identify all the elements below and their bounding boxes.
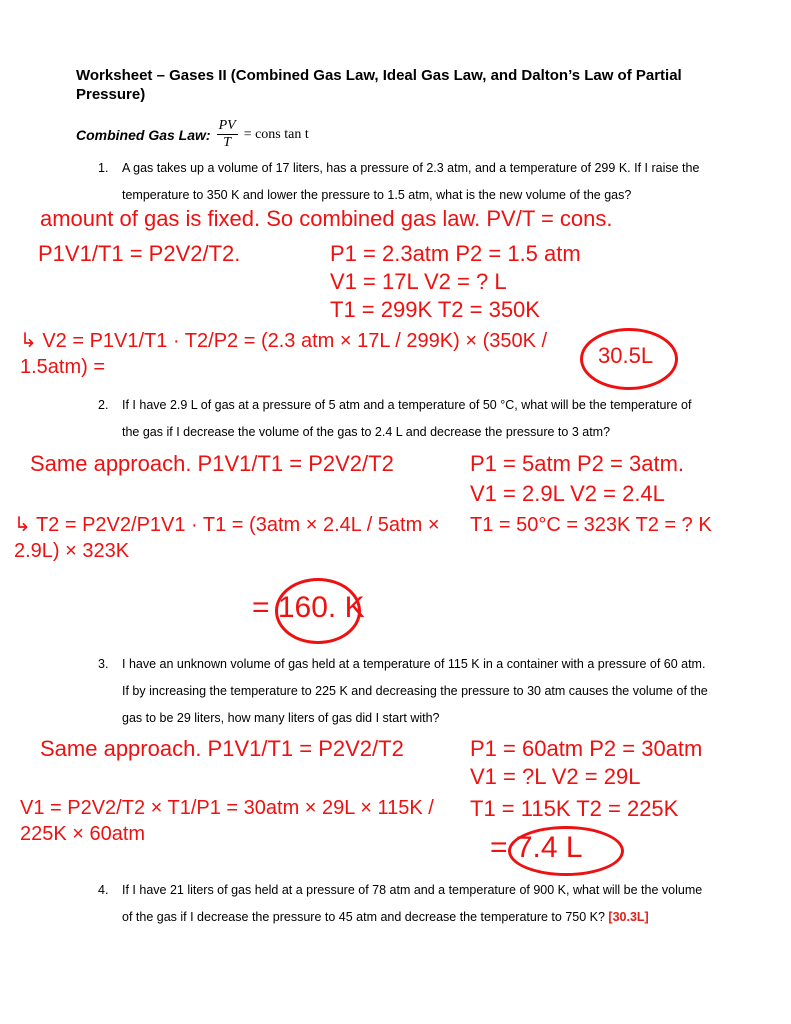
hw-q1-pressures: P1 = 2.3atm P2 = 1.5 atm	[330, 241, 581, 266]
hw-q1-calc: ↳ V2 = P1V1/T1 · T2/P2 = (2.3 atm × 17L …	[20, 330, 548, 378]
question-4: 4. If I have 21 liters of gas held at a …	[98, 877, 708, 931]
hw-q3-volumes: V1 = ?L V2 = 29L	[470, 764, 641, 789]
hw-q2-volumes: V1 = 2.9L V2 = 2.4L	[470, 481, 665, 506]
hw-q2-pressures: P1 = 5atm P2 = 3atm.	[470, 451, 685, 476]
question-number: 4.	[98, 883, 109, 897]
answer-key: [30.3L]	[608, 910, 649, 924]
formula-rhs: = cons tan t	[243, 126, 309, 142]
question-text: If I have 2.9 L of gas at a pressure of …	[122, 398, 692, 439]
question-number: 3.	[98, 657, 109, 671]
hw-q3-result-circle	[508, 826, 624, 876]
formula-denominator: T	[223, 135, 232, 150]
question-1: 1. A gas takes up a volume of 17 liters,…	[98, 155, 708, 209]
hw-q2-line1: Same approach. P1V1/T1 = P2V2/T2	[30, 451, 394, 476]
hw-q3-calc: V1 = P2V2/T2 × T1/P1 = 30atm × 29L × 115…	[20, 797, 434, 845]
combined-gas-law-formula: Combined Gas Law: PV T = cons tan t	[76, 118, 309, 151]
question-text-body: If I have 21 liters of gas held at a pre…	[122, 883, 703, 924]
hw-q3-temps: T1 = 115K T2 = 225K	[470, 796, 679, 821]
hw-q1-law: P1V1/T1 = P2V2/T2.	[38, 241, 241, 266]
hw-q2-calc: ↳ T2 = P2V2/P1V1 · T1 = (3atm × 2.4L / 5…	[14, 514, 440, 562]
hw-q2-temps: T1 = 50°C = 323K T2 = ? K	[470, 514, 712, 536]
worksheet-title: Worksheet – Gases II (Combined Gas Law, …	[76, 67, 682, 103]
hw-q1-volumes: V1 = 17L V2 = ? L	[330, 269, 507, 294]
question-text: I have an unknown volume of gas held at …	[122, 657, 708, 725]
question-number: 1.	[98, 161, 109, 175]
question-2: 2. If I have 2.9 L of gas at a pressure …	[98, 392, 708, 446]
question-number: 2.	[98, 398, 109, 412]
question-3: 3. I have an unknown volume of gas held …	[98, 651, 708, 732]
formula-fraction: PV T	[216, 118, 238, 151]
hw-q1-temps: T1 = 299K T2 = 350K	[330, 297, 540, 322]
hw-q2-result-circle	[275, 578, 361, 644]
hw-q3-line1: Same approach. P1V1/T1 = P2V2/T2	[40, 736, 404, 761]
formula-label: Combined Gas Law:	[76, 126, 211, 143]
formula-numerator: PV	[216, 118, 238, 135]
question-text: If I have 21 liters of gas held at a pre…	[122, 877, 708, 931]
question-text: A gas takes up a volume of 17 liters, ha…	[122, 161, 700, 202]
hw-q1-result-circle	[580, 328, 678, 390]
hw-q1-line1: amount of gas is fixed. So combined gas …	[40, 206, 613, 231]
hw-q3-pressures: P1 = 60atm P2 = 30atm	[470, 736, 703, 761]
